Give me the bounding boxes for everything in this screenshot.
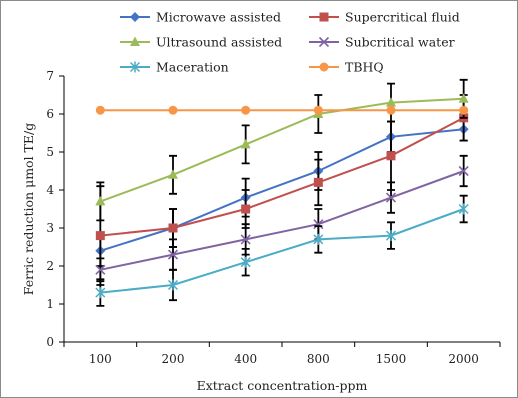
x-tick-label: 200 [162,352,185,366]
y-axis-ticks: 0 1 2 3 4 5 6 7 [46,69,64,349]
x-tick-label: 100 [89,352,112,366]
legend-marker [129,61,141,73]
data-point [95,231,105,241]
data-point [168,105,178,115]
data-point [459,105,469,115]
data-point [386,105,396,115]
data-point [313,233,324,245]
series-line [99,97,464,203]
y-tick-label: 6 [46,107,54,121]
data-point [313,177,323,187]
data-point [385,230,397,242]
data-point [240,256,251,268]
series-line [100,128,464,252]
legend-item: Maceration [120,60,229,75]
x-tick-label: 800 [307,352,330,366]
data-point [168,223,178,233]
data-point [241,204,251,214]
data-point [167,249,179,260]
data-point [313,219,324,230]
legend-label: Supercritical fluid [345,10,460,25]
data-point [95,264,106,275]
data-point [95,105,105,115]
data-point [386,151,396,161]
data-point [240,234,251,245]
legend-label: Subcritical water [345,35,455,50]
legend-item: Subcritical water [309,35,455,50]
legend: Microwave assisted Supercritical fluid Ult… [120,10,460,75]
legend-item: Ultrasound assisted [120,35,282,50]
y-tick-label: 7 [46,69,54,83]
data-point [385,192,397,203]
legend-marker [130,36,140,46]
data-point [167,279,179,291]
legend-marker [319,12,329,22]
y-tick-label: 3 [46,221,54,235]
x-tick-label: 2000 [448,352,479,366]
legend-label: Microwave assisted [156,10,281,25]
series-ultrasound-assisted [95,78,469,222]
legend-item: Supercritical fluid [309,10,460,25]
series-maceration [95,194,469,307]
data-point [313,105,323,115]
x-tick-label: 400 [234,352,257,366]
x-axis-label: Extract concentration-ppm [197,378,368,393]
series-line [100,170,465,271]
series-tbhq [95,105,469,115]
data-point [95,287,106,299]
data-point [95,195,106,206]
series-line [100,208,465,294]
legend-item: TBHQ [309,60,384,75]
legend-label: Maceration [156,60,229,75]
series-line [100,116,465,237]
data-point [386,97,396,107]
legend-marker [130,12,140,22]
data-point [458,93,469,103]
data-point [458,165,469,177]
legend-marker [319,62,329,72]
data-point [240,138,251,149]
legend-label: TBHQ [345,60,384,75]
y-tick-label: 1 [46,297,54,311]
series-layer [95,78,469,307]
y-tick-label: 0 [46,335,54,349]
legend-item: Microwave assisted [120,10,281,25]
legend-marker [318,36,330,48]
x-tick-label: 1500 [376,352,407,366]
y-tick-label: 2 [46,259,54,273]
y-axis-label: Ferric reduction μmol TE/g [21,123,36,295]
data-point [241,105,251,115]
x-axis-ticks: 100 200 400 800 1500 2000 [63,342,501,366]
data-point [168,169,178,179]
data-point [458,203,469,215]
y-tick-label: 4 [46,183,54,197]
legend-label: Ultrasound assisted [156,35,282,50]
plot-area: 0 1 2 3 4 5 6 7 100 200 400 800 1500 2000 [46,69,501,366]
y-tick-label: 5 [46,145,54,159]
